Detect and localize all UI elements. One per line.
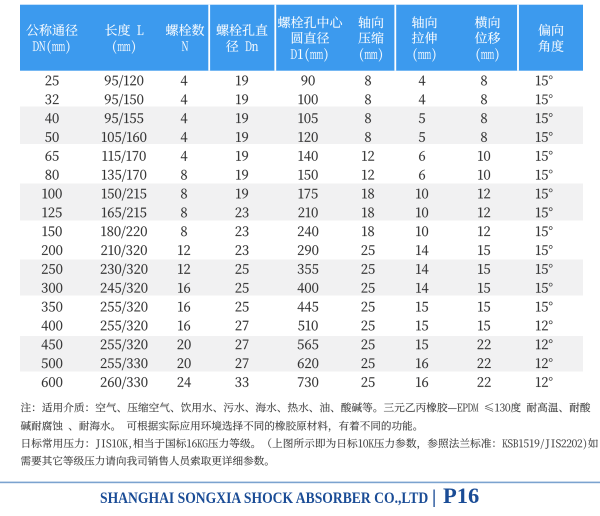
svg-text:|: | <box>432 487 436 508</box>
svg-text:SHANGHAI SONGXIA SHOCK ABSORBE: SHANGHAI SONGXIA SHOCK ABSORBER CO.,LTD <box>100 490 428 507</box>
svg-text:P16: P16 <box>443 483 479 508</box>
